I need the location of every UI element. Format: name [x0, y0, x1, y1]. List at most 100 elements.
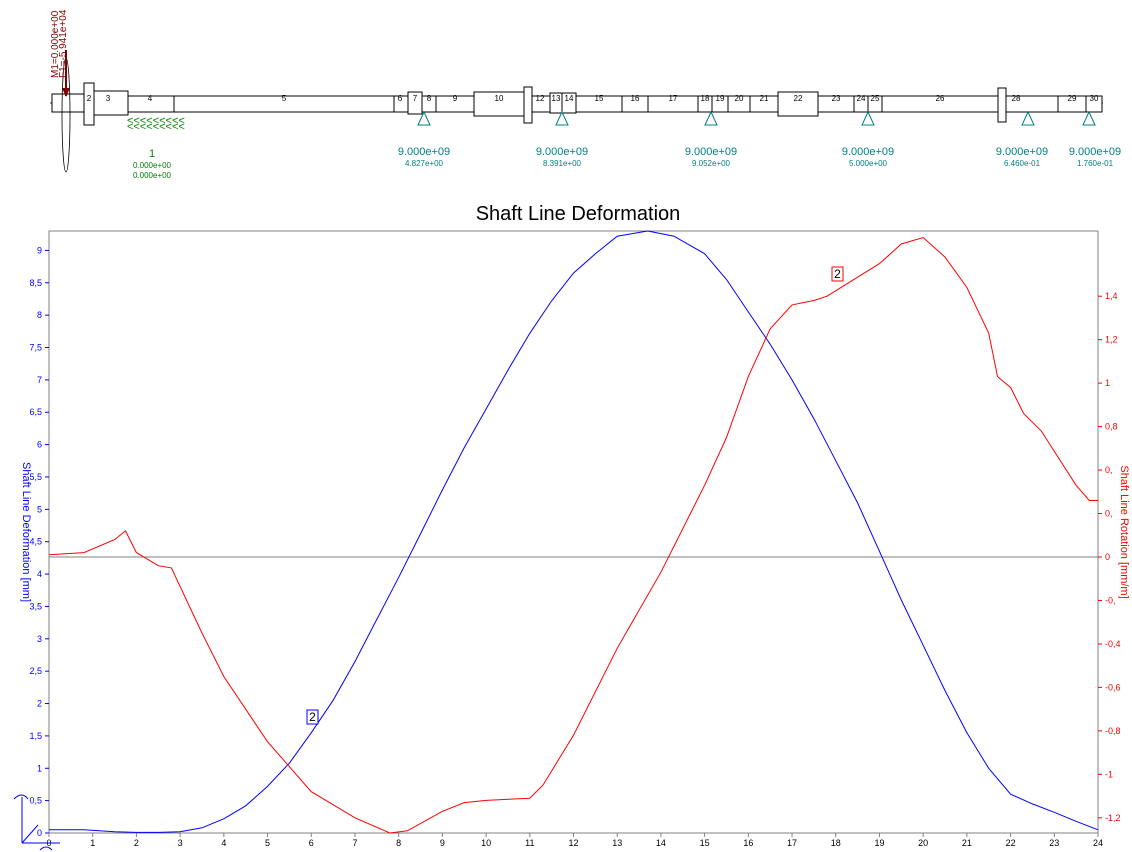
plot-frame: [48, 230, 1099, 834]
bearing-value: 6.460e-01: [1004, 159, 1041, 168]
y-tick-label: 9: [37, 245, 42, 255]
x-tick-label: 15: [700, 838, 710, 848]
left-axis-ticks: 0 0,5 1 1,5 2 2,5 3 3,5 4 4,5 5 5,5 6 6,5 7 7,5 8 8,5 9: [29, 245, 49, 838]
support-hatch-icon-2: <<<<<<<<<: [127, 121, 185, 133]
element-number: 15: [595, 94, 604, 103]
element-number: 13: [552, 94, 561, 103]
y-tick-label: 5,5: [29, 472, 42, 482]
support-hatch-icon: <<<<<<<<<: [127, 115, 185, 127]
element-number: 7: [413, 94, 418, 103]
y2-tick-label: 0,8: [1105, 422, 1118, 432]
element-number: 2: [87, 94, 92, 103]
x-tick-label: 4: [221, 838, 226, 848]
bearing-stiffness: 9.000e+09: [398, 146, 450, 158]
y-tick-label: 7: [37, 375, 42, 385]
y-tick-label: 0: [37, 828, 42, 838]
load-label-moment: M1=0.000e+00: [50, 10, 61, 78]
y-tick-label: 6,5: [29, 407, 42, 417]
y2-tick-label: -1: [1105, 769, 1113, 779]
x-axis-ticks: 0 1 2 3 4 5 6 7 8 9 10 11 12 13 14 15 16 17 18 19 20 21 22 23 24: [46, 833, 1103, 848]
y2-tick-label: -0,6: [1105, 682, 1121, 692]
bearing-value: 9.052e+00: [692, 159, 731, 168]
axis-triad-icon: [13, 794, 60, 851]
y2-tick-label: 1,4: [1105, 291, 1118, 301]
bearing: 9.000e+096.460e-01: [996, 110, 1048, 168]
y-tick-label: 1: [37, 763, 42, 773]
y-tick-label: 2,5: [29, 666, 42, 676]
x-tick-label: 6: [309, 838, 314, 848]
element-number: 4: [148, 94, 153, 103]
y-tick-label: 5: [37, 504, 42, 514]
bearing-triangle-icon: [1082, 110, 1096, 126]
element-number: 23: [832, 94, 841, 103]
element-number: 22: [794, 94, 803, 103]
bearing-triangle-icon: [861, 110, 875, 126]
support-label: 1: [149, 148, 155, 160]
left-axis-label: Shaft Line Deformation [mm]: [20, 462, 32, 602]
bearing: 9.000e+099.052e+00: [685, 110, 737, 168]
x-tick-label: 23: [1049, 838, 1059, 848]
y2-tick-label: 0,: [1105, 509, 1113, 519]
element-number-labels: 2 3 4 5 6 7 8 9 10 12 13 14 15 16 17 18 19 20 21 22 23 24 25 26…: [87, 94, 1099, 103]
rotation-series-name: 2: [834, 267, 841, 281]
x-tick-label: 3: [178, 838, 183, 848]
y2-tick-label: -0,4: [1105, 639, 1121, 649]
element-number: 20: [735, 94, 744, 103]
element-number: 17: [669, 94, 678, 103]
y2-tick-label: 0: [1105, 552, 1110, 562]
element-number: 3: [106, 94, 111, 103]
bearing-triangle-icon: [555, 110, 569, 126]
y-tick-label: 4,5: [29, 537, 42, 547]
bearing-stiffness: 9.000e+09: [685, 146, 737, 158]
x-tick-label: 20: [918, 838, 928, 848]
y-tick-label: 8,5: [29, 278, 42, 288]
load-label-force: F1=-5.941e+04: [58, 9, 69, 78]
rotation-series-label: 2: [831, 266, 844, 282]
rotation-series-line: [48, 236, 1098, 834]
shaft-schematic: 2 3 4 5 6 7 8 9 10 12 13 14 15 16 17 18 19 20 21 22 23 24 25 26…: [50, 9, 1121, 180]
bearing: 9.000e+095.000e+00: [842, 110, 894, 168]
element-number: 24: [857, 94, 866, 103]
x-tick-label: 9: [440, 838, 445, 848]
element-number: 14: [565, 94, 574, 103]
y-tick-label: 6: [37, 440, 42, 450]
bearing-stiffness: 9.000e+09: [536, 146, 588, 158]
element-number: 30: [1090, 94, 1099, 103]
x-tick-label: 19: [874, 838, 884, 848]
y2-tick-label: 0,: [1105, 465, 1113, 475]
right-axis-label: Shaft Line Rotation [mm/m]: [1118, 465, 1130, 598]
element-number: 12: [536, 94, 545, 103]
bearing-value: 4.827e+00: [405, 159, 444, 168]
bearing-value: 8.391e+00: [543, 159, 582, 168]
deformation-series-name: 2: [309, 710, 316, 724]
y-tick-label: 3,5: [29, 601, 42, 611]
y2-tick-label: -0,8: [1105, 726, 1121, 736]
y-tick-label: 7,5: [29, 343, 42, 353]
element-number: 10: [495, 94, 504, 103]
support-value-2: 0.000e+00: [133, 171, 172, 180]
x-tick-label: 14: [656, 838, 666, 848]
element-number: 8: [427, 94, 432, 103]
deformation-series-line: [49, 230, 1099, 833]
element-number: 26: [936, 94, 945, 103]
element-number: 25: [871, 94, 880, 103]
x-tick-label: 2: [134, 838, 139, 848]
x-tick-label: 1: [90, 838, 95, 848]
bearing: 9.000e+098.391e+00: [536, 110, 588, 168]
bearings: 9.000e+094.827e+009.000e+098.391e+009.00…: [398, 110, 1121, 168]
y2-tick-label: -1,2: [1105, 813, 1121, 823]
chart-title: Shaft Line Deformation: [476, 203, 681, 225]
x-tick-label: 10: [481, 838, 491, 848]
bearing: 9.000e+094.827e+00: [398, 110, 450, 168]
element-number: 21: [760, 94, 769, 103]
bearing-triangle-icon: [1021, 110, 1035, 126]
fixed-support: <<<<<<<<< <<<<<<<<< 1 0.000e+00 0.000e+0…: [127, 115, 185, 180]
x-tick-label: 5: [265, 838, 270, 848]
element-number: 19: [716, 94, 725, 103]
x-tick-label: 8: [396, 838, 401, 848]
y-tick-label: 3: [37, 634, 42, 644]
x-tick-label: 13: [612, 838, 622, 848]
y-tick-label: 1,5: [29, 731, 42, 741]
y2-tick-label: -0,: [1105, 595, 1116, 605]
y-tick-label: 8: [37, 310, 42, 320]
